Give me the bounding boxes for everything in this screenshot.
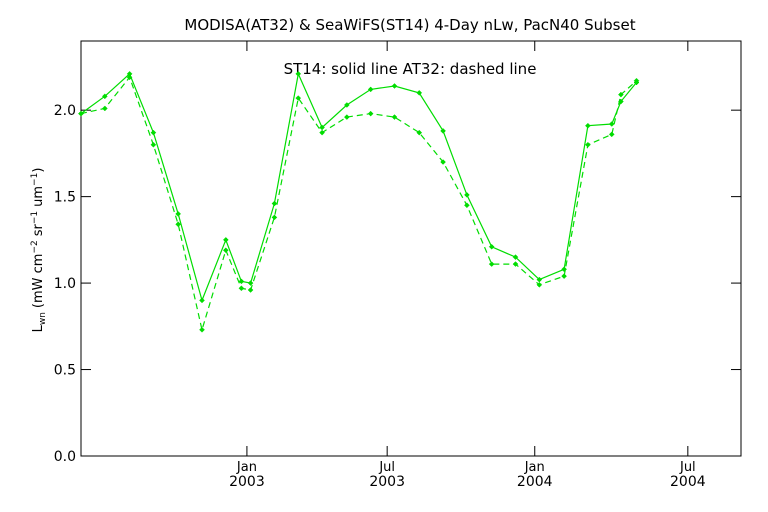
line-style-annotation: ST14: solid line AT32: dashed line: [284, 60, 537, 78]
y-axis-label: Lwn(mW cm−2sr−1um−1): [30, 168, 48, 333]
plot-frame: [80, 40, 742, 457]
band1-point: [391, 83, 398, 89]
band1-point: [618, 91, 624, 98]
band1-point: [222, 247, 229, 254]
x-tick-label-month: Jul: [679, 460, 696, 475]
band1-point: [440, 128, 446, 134]
band1-point: [199, 297, 205, 304]
band1-point: [391, 114, 398, 120]
x-tick-label-year: 2004: [670, 474, 706, 490]
y-axis-label-part: (mW cm: [31, 254, 46, 309]
band1-point: [238, 285, 245, 292]
y-axis-label-part: −1: [30, 211, 40, 224]
band1-point: [343, 114, 350, 120]
y-axis-label-part: −2: [30, 240, 40, 253]
y-tick-label: 0.0: [54, 449, 76, 465]
y-tick-label: 1.0: [54, 276, 76, 292]
band1-point: [367, 86, 374, 93]
band1-point: [150, 141, 157, 148]
band1-point: [608, 121, 615, 127]
band1-point: [247, 280, 254, 286]
band1-point: [126, 74, 133, 81]
x-tick-label-year: 2004: [517, 474, 553, 490]
band1-point: [101, 105, 108, 112]
band1-point: [367, 110, 374, 117]
band1-point: [536, 281, 543, 288]
band1-point: [295, 95, 302, 101]
y-axis-label-part: sr: [31, 223, 46, 236]
band1-point: [175, 221, 182, 228]
band1-point: [512, 261, 519, 267]
band1-point: [488, 261, 495, 267]
band1-point: [271, 200, 278, 207]
band1-solid-line: [80, 71, 637, 303]
y-axis-label-part: −1: [30, 173, 40, 186]
y-axis-label-part: wn: [38, 312, 48, 325]
x-tick-label-month: Jul: [378, 460, 395, 475]
y-axis-label-part: L: [31, 324, 46, 332]
band1-point: [561, 273, 567, 280]
x-tick-label-year: 2003: [369, 474, 405, 490]
band1-point: [464, 192, 470, 198]
band1-point: [101, 93, 108, 100]
band1-point: [295, 71, 302, 77]
chart-title: MODISA(AT32) & SeaWiFS(ST14) 4-Day nLw, …: [184, 16, 635, 34]
y-tick-label: 0.5: [54, 363, 76, 379]
band1-point: [561, 266, 567, 273]
band1-point: [416, 90, 423, 96]
band1-point: [78, 110, 84, 117]
y-axis-label-part: ): [31, 168, 46, 173]
x-tick-label-month: Jan: [236, 460, 257, 475]
band1-point: [512, 254, 519, 260]
band1-point: [238, 278, 245, 285]
band1-dashed-line: [80, 76, 637, 333]
band1-point: [416, 129, 423, 136]
band1-point: [222, 237, 229, 243]
band1-point: [175, 211, 182, 217]
band1-point: [633, 77, 640, 84]
band1-point: [585, 141, 591, 148]
y-tick-label: 2.0: [54, 103, 76, 119]
band1-point: [585, 122, 591, 129]
band1-point: [319, 129, 325, 136]
y-axis-label-part: um: [31, 186, 46, 207]
band1-point: [199, 326, 205, 333]
band1-point: [343, 102, 350, 108]
band1-point: [247, 287, 254, 293]
band1-point: [608, 131, 615, 138]
x-tick-label-year: 2003: [229, 474, 265, 490]
band1-point: [464, 202, 470, 209]
band1-point: [271, 214, 278, 221]
band1-point: [150, 129, 157, 136]
y-tick-label: 1.5: [54, 190, 76, 206]
band1-point: [440, 159, 446, 165]
x-tick-label-month: Jan: [524, 460, 545, 475]
band1-point: [488, 243, 495, 250]
